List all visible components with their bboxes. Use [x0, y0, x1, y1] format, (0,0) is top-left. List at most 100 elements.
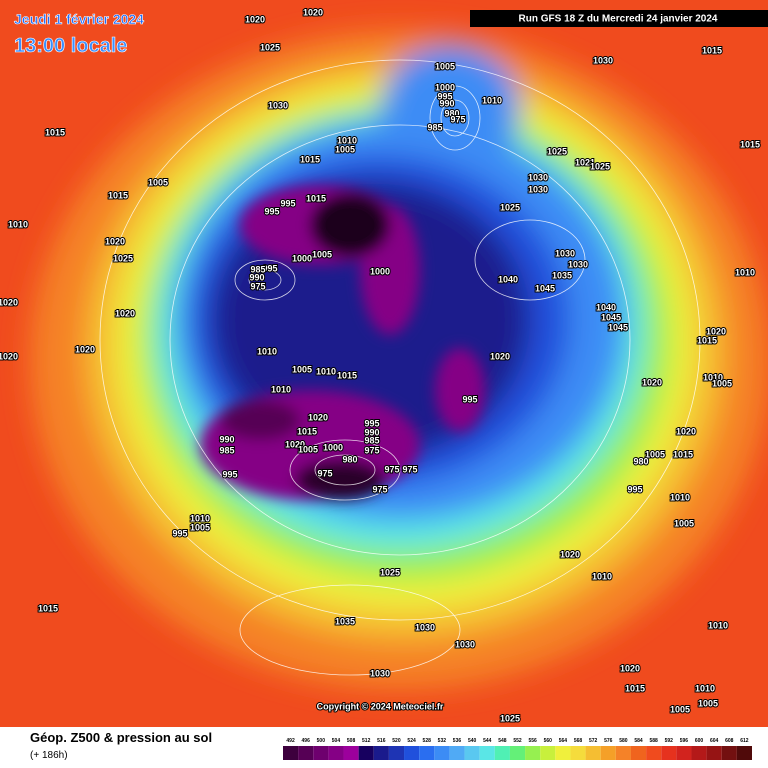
colorbar-label: 500 — [317, 738, 326, 744]
colorbar-label: 604 — [710, 738, 719, 744]
colorbar-label: 596 — [680, 738, 689, 744]
colorbar-label: 608 — [725, 738, 734, 744]
isobar-label: 1030 — [528, 172, 548, 182]
colorbar-label: 512 — [362, 738, 371, 744]
isobar-label: 1020 — [706, 326, 726, 336]
colorbar-label: 516 — [377, 738, 386, 744]
colorbar-label: 580 — [619, 738, 628, 744]
isobar-label: 1015 — [625, 683, 645, 693]
run-banner — [470, 10, 768, 27]
colorbar-cell — [615, 746, 631, 760]
isobar-label: 1020 — [490, 351, 510, 361]
isobar-label: 1030 — [455, 639, 475, 649]
isobar-label: 1045 — [608, 322, 628, 332]
colorbar-cell — [630, 746, 647, 760]
colorbar-cell — [661, 746, 677, 760]
isobar-label: 1015 — [297, 426, 317, 436]
isobar-label: 1010 — [271, 384, 291, 394]
colorbar-cell — [721, 746, 737, 760]
colorbar-cell — [373, 746, 389, 760]
isobar-label: 1000 — [323, 442, 343, 452]
date-label: Jeudi 1 février 2024 — [14, 11, 144, 27]
isobar-label: 1015 — [300, 154, 320, 164]
isobar-label: 985 — [364, 435, 379, 445]
isobar-label: 995 — [264, 206, 279, 216]
colorbar-cell — [358, 746, 374, 760]
isobar-label: 1020 — [245, 14, 265, 24]
isobar-label: 1010 — [337, 135, 357, 145]
isobar-label: 1010 — [695, 683, 715, 693]
colorbar-cell — [419, 746, 435, 760]
isobar-label: 1020 — [105, 236, 125, 246]
isobar-label: 1005 — [292, 364, 312, 374]
copyright: Copyright © 2024 Meteociel.fr — [317, 701, 444, 711]
colorbar-label: 612 — [740, 738, 749, 744]
isobar-label: 1020 — [303, 7, 323, 17]
isobar-label: 1020 — [0, 297, 18, 307]
isobar-label: 995 — [364, 418, 379, 428]
colorbar-label: 492 — [286, 738, 295, 744]
time-label: 13:00 locale — [14, 35, 127, 57]
colorbar-cell — [570, 746, 586, 760]
colorbar: 492 496 500 504 508 512 516 520 524 528 532 536 540 5… — [283, 738, 752, 760]
colorbar-cell — [283, 746, 299, 760]
colorbar-label: 540 — [468, 738, 477, 744]
colorbar-cell — [555, 746, 571, 760]
isobar-label: 1025 — [590, 161, 610, 171]
isobar-label: 1000 — [435, 82, 455, 92]
isobar-label: 1020 — [75, 344, 95, 354]
isobar-label: 1020 — [285, 439, 305, 449]
isobar-label: 1010 — [316, 366, 336, 376]
colorbar-cell — [464, 746, 480, 760]
isobar-label: 1030 — [593, 55, 613, 65]
colorbar-cell — [736, 746, 752, 760]
colorbar-cell — [585, 746, 601, 760]
colorbar-label: 592 — [665, 738, 674, 744]
colorbar-label: 572 — [589, 738, 598, 744]
colorbar-cell — [676, 746, 692, 760]
isobar-label: 1045 — [535, 283, 555, 293]
isobar-label: 980 — [342, 454, 357, 464]
isobar-label: 1030 — [268, 100, 288, 110]
isobar-label: 1015 — [673, 449, 693, 459]
isobar-label: 995 — [462, 394, 477, 404]
isobar-label: 1010 — [708, 620, 728, 630]
colorbar-cell — [509, 746, 526, 760]
isobar-label: 975 — [250, 281, 265, 291]
colorbar-cell — [706, 746, 722, 760]
colorbar-label: 564 — [559, 738, 568, 744]
colorbar-cell — [646, 746, 662, 760]
colorbar-label: 552 — [513, 738, 522, 744]
isobar-label: 1025 — [500, 202, 520, 212]
isobar-label: 980 — [633, 456, 648, 466]
colorbar-label: 508 — [347, 738, 356, 744]
isobar-label: 980 — [444, 108, 459, 118]
isobar-label: 1015 — [697, 335, 717, 345]
colorbar-label: 536 — [453, 738, 462, 744]
isobar-label: 990 — [439, 98, 454, 108]
colorbar-cell — [540, 746, 556, 760]
isobar-label: 1000 — [292, 253, 312, 263]
isobar-label: 990 — [364, 427, 379, 437]
isobar-label: 1005 — [674, 518, 694, 528]
colorbar-cell — [434, 746, 450, 760]
isobar-label: 985 — [219, 445, 234, 455]
colorbar-cell — [600, 746, 616, 760]
colorbar-label: 576 — [604, 738, 613, 744]
isobar-label: 1000 — [370, 266, 390, 276]
isobar-label: 1020 — [560, 549, 580, 559]
isobar-label: 985 — [427, 122, 442, 132]
colorbar-cell — [494, 746, 510, 760]
isobar-label: 1025 — [380, 567, 400, 577]
isobar-label: 1035 — [335, 616, 355, 626]
isobar-label: 1010 — [257, 346, 277, 356]
isobar-label: 985 — [250, 264, 265, 274]
isobar-label: 1015 — [38, 603, 58, 613]
colorbar-label: 588 — [649, 738, 658, 744]
isobar-label: 995 — [437, 91, 452, 101]
isobar-label: 990 — [249, 272, 264, 282]
colorbar-label: 548 — [498, 738, 507, 744]
isobar-label: 1010 — [482, 95, 502, 105]
isobar-label: 975 — [402, 464, 417, 474]
isobar-label: 1030 — [370, 668, 390, 678]
